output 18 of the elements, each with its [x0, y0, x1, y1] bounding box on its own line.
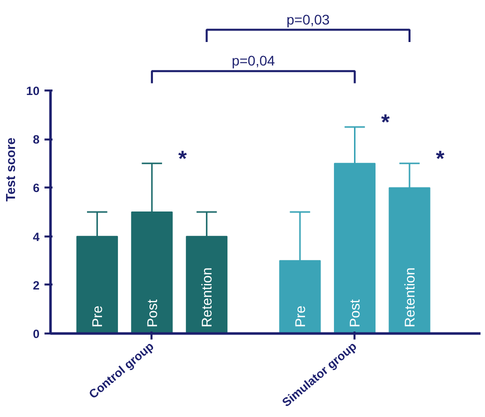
y-axis-title: Test score	[3, 137, 18, 202]
y-tick-label: 8	[32, 132, 40, 147]
annotation: *	[381, 110, 390, 135]
series-label: Pre	[89, 305, 106, 328]
annotation: *	[178, 146, 188, 172]
series-label: Retention	[198, 267, 215, 328]
text: Post	[346, 299, 363, 328]
y-tick-label: 2	[32, 278, 40, 292]
text: p=0,03	[286, 11, 330, 28]
y-tick-label: 4	[32, 230, 40, 244]
text: p=0,04	[232, 52, 276, 69]
y-tick-label: 10	[26, 84, 40, 98]
text: Retention	[402, 267, 418, 328]
y-tick-label: 6	[32, 181, 40, 196]
annotation: *	[436, 146, 445, 172]
y-tick-label: 0	[32, 327, 40, 341]
series-label: Post	[144, 299, 160, 328]
text: Pre	[292, 306, 308, 328]
